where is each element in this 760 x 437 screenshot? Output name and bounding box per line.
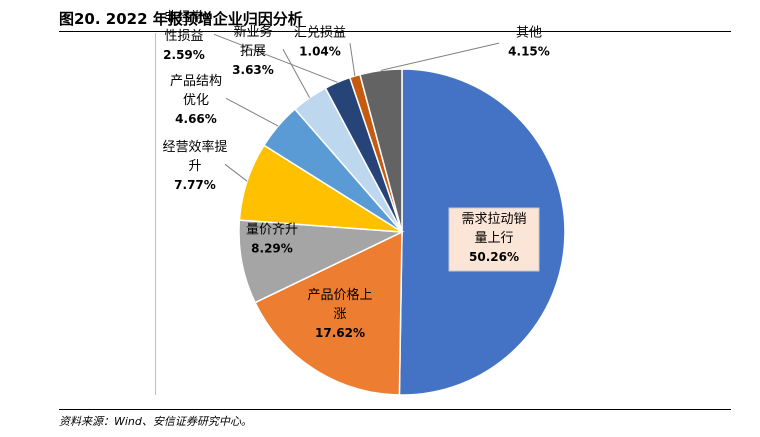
slice-value-label-8: 4.15% bbox=[508, 45, 550, 59]
slice-name-label-4: 优化 bbox=[183, 93, 209, 108]
source-rule bbox=[59, 409, 731, 410]
slice-value-label-5: 3.63% bbox=[232, 63, 274, 77]
figure-title: 图20. 2022 年报预增企业归因分析 bbox=[59, 10, 303, 28]
plot-area-border bbox=[155, 33, 156, 395]
slice-name-label-4: 产品结构 bbox=[170, 74, 222, 89]
pie-slice-1 bbox=[254, 230, 403, 396]
slice-value-label-2: 8.29% bbox=[251, 242, 293, 256]
slice-name-label-1: 涨 bbox=[333, 307, 346, 322]
slice-name-label-0: 需求拉动销 bbox=[461, 212, 526, 227]
slice-value-label-7: 1.04% bbox=[299, 45, 341, 59]
leader-line-3 bbox=[224, 163, 248, 182]
slice-name-label-2: 量价齐升 bbox=[246, 222, 298, 238]
slice-value-label-3: 7.77% bbox=[174, 178, 216, 192]
slice-name-label-7: 汇兑损益 bbox=[294, 26, 346, 41]
slice-name-label-8: 其他 bbox=[516, 26, 542, 41]
source-note: 资料来源：Wind、安信证券研究中心。 bbox=[59, 415, 252, 428]
leader-line-8 bbox=[380, 42, 500, 71]
leader-line-5 bbox=[282, 49, 311, 98]
slice-name-label-5: 拓展 bbox=[240, 44, 266, 59]
slice-value-label-4: 4.66% bbox=[175, 112, 217, 126]
slice-name-label-6: 非经常 bbox=[164, 10, 203, 25]
slice-name-label-3: 升 bbox=[188, 159, 201, 174]
label-box-0 bbox=[448, 207, 540, 272]
slice-value-label-6: 2.59% bbox=[163, 48, 205, 62]
leader-line-6 bbox=[213, 33, 338, 83]
leader-line-7 bbox=[349, 43, 356, 77]
slice-name-label-6: 性损益 bbox=[164, 29, 203, 44]
slice-name-label-3: 经营效率提 bbox=[162, 139, 227, 155]
leader-line-4 bbox=[225, 97, 279, 127]
slice-name-label-5: 新业务 bbox=[233, 24, 272, 40]
slice-name-label-0: 量上行 bbox=[474, 231, 513, 246]
slice-value-label-1: 17.62% bbox=[315, 326, 365, 340]
title-rule bbox=[59, 31, 731, 32]
slice-value-label-0: 50.26% bbox=[469, 250, 519, 264]
slice-name-label-1: 产品价格上 bbox=[307, 287, 372, 303]
